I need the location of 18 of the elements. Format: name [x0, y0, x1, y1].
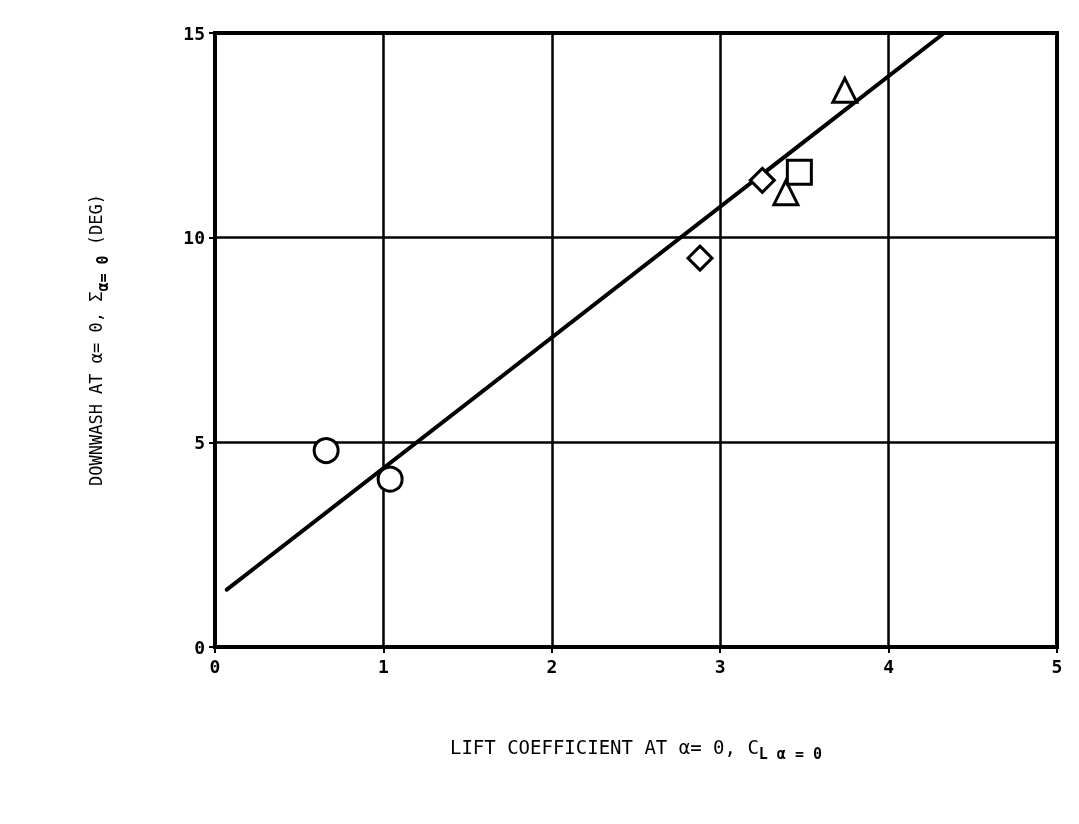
x-tick-label: 0 [209, 655, 221, 677]
y-axis-title: DOWNWASH AT α= 0, Σα= 0 (DEG) [85, 194, 112, 486]
x-tick-label: 1 [377, 655, 389, 677]
point [376, 465, 404, 493]
x-tick-label: 2 [546, 655, 558, 677]
y-tick-label: 5 [194, 431, 205, 453]
y-tick-label: 0 [194, 636, 205, 658]
point [748, 166, 776, 194]
y-tick-label: 15 [183, 22, 205, 44]
x-tick-label: 3 [714, 655, 726, 677]
point [312, 437, 340, 465]
x-tick-label: 5 [1051, 655, 1063, 677]
x-tick-label: 4 [883, 655, 895, 677]
point [772, 179, 800, 207]
point [785, 158, 813, 186]
point [686, 244, 714, 272]
y-tick-label: 10 [183, 227, 205, 249]
point [831, 76, 859, 104]
